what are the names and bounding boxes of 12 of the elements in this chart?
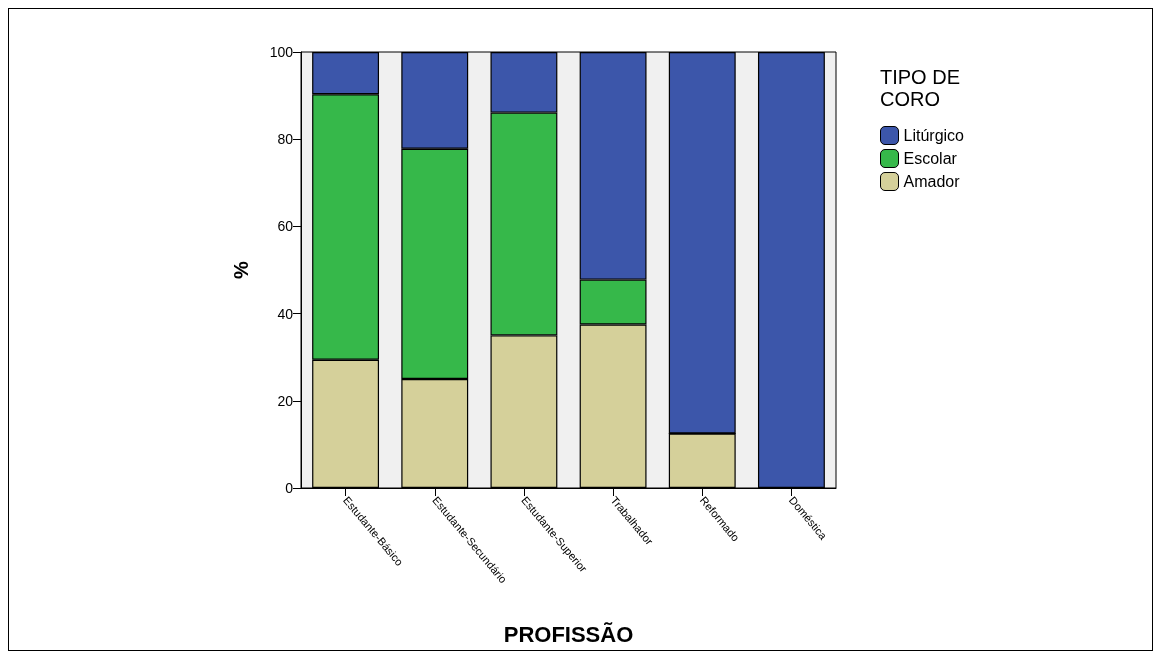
y-tick-label: 80 xyxy=(277,131,294,148)
y-tick-label: 20 xyxy=(277,392,294,409)
y-tick-label: 100 xyxy=(269,44,294,60)
x-axis-title: PROFISSÃO xyxy=(503,621,634,647)
legend-label: Amador xyxy=(903,173,961,190)
legend-label: Litúrgico xyxy=(903,127,965,144)
legend-label: Escolar xyxy=(903,150,958,167)
y-tick-label: 40 xyxy=(277,305,294,322)
y-axis-title: % xyxy=(230,260,252,279)
y-tick-label: 0 xyxy=(285,480,294,496)
y-tick-label: 60 xyxy=(277,218,294,235)
legend-title: TIPO DE CORO xyxy=(880,66,966,110)
